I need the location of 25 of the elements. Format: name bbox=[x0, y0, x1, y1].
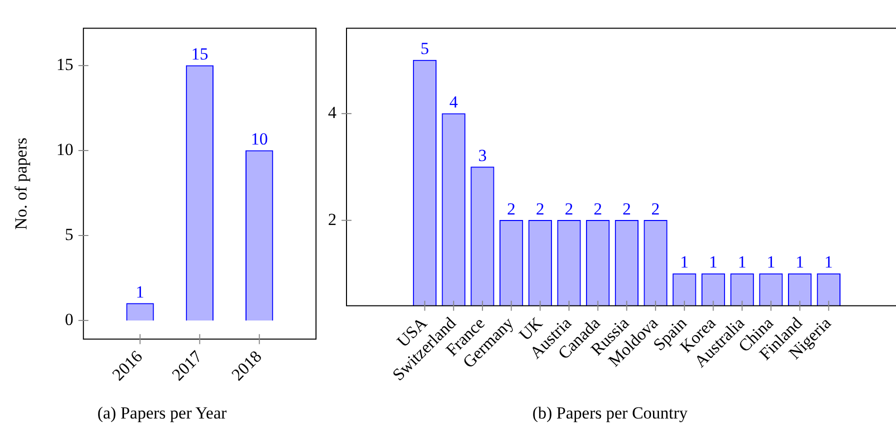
data-label: 2 bbox=[564, 199, 574, 218]
data-label: 1 bbox=[738, 252, 746, 272]
data-label: 2 bbox=[622, 199, 631, 218]
text: (b) Papers per Country bbox=[532, 403, 688, 422]
y-tick-label: 10 bbox=[56, 140, 74, 160]
y-tick-label: 0 bbox=[64, 310, 74, 329]
data-label: 15 bbox=[191, 44, 208, 64]
data-label: 1 bbox=[680, 252, 689, 272]
data-label: 2 bbox=[536, 199, 544, 218]
data-label: 1 bbox=[766, 252, 776, 272]
data-label: 2 bbox=[507, 199, 516, 218]
y-axis-title: No. of papers bbox=[12, 138, 31, 230]
data-label: 5 bbox=[420, 39, 429, 58]
data-label: 4 bbox=[449, 92, 458, 112]
data-label: 3 bbox=[478, 146, 487, 165]
data-label: 1 bbox=[796, 252, 804, 272]
y-tick-label: 15 bbox=[56, 55, 74, 74]
text: (a) Papers per Year bbox=[97, 403, 228, 422]
data-label: 2 bbox=[651, 199, 660, 218]
data-label: 10 bbox=[250, 130, 268, 149]
data-label: 1 bbox=[709, 252, 718, 272]
data-label: 2 bbox=[594, 199, 602, 218]
y-tick-label: 5 bbox=[64, 224, 74, 244]
data-label: 1 bbox=[824, 252, 833, 272]
data-label: 1 bbox=[136, 282, 144, 302]
